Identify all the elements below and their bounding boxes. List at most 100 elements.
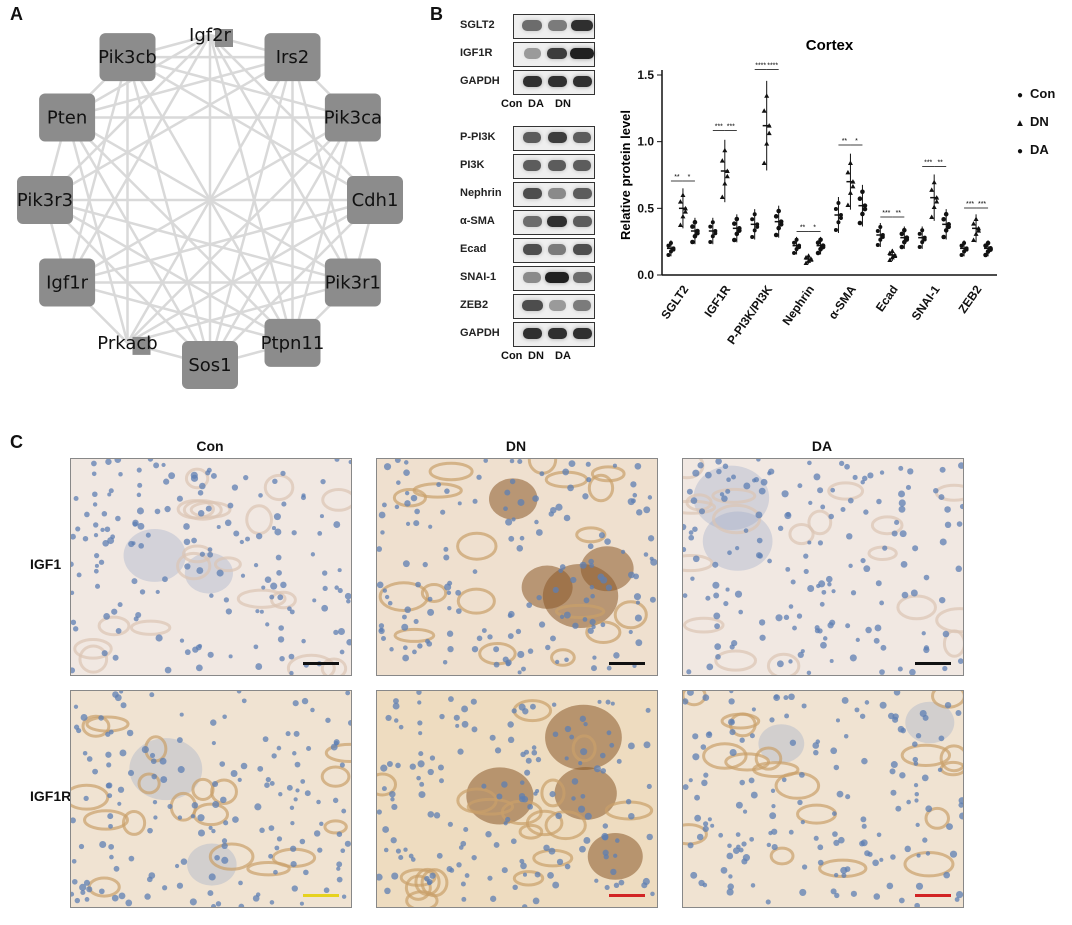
- node-label: Prkacb: [97, 333, 157, 354]
- network-edge: [208, 56, 294, 366]
- blot-label: ZEB2: [460, 299, 489, 311]
- data-point: [878, 237, 883, 242]
- blot-p-pi3k: P-PI3K: [455, 124, 595, 151]
- blot-bands: [513, 266, 595, 291]
- x-tick-label: SNAI-1: [909, 282, 943, 323]
- band: [548, 300, 566, 311]
- node-irs2: Irs2: [264, 33, 321, 82]
- ihc-image: [376, 690, 658, 908]
- data-point: [836, 201, 841, 205]
- band: [572, 76, 592, 87]
- node-label: Pik3r1: [325, 273, 381, 294]
- data-point: [850, 183, 856, 189]
- node-box: [39, 93, 96, 142]
- band: [545, 272, 569, 283]
- band: [572, 272, 592, 283]
- network-edge: [44, 198, 354, 284]
- data-point: [880, 235, 885, 239]
- data-point: [808, 257, 814, 262]
- node-box: [347, 176, 403, 224]
- x-tick-label: Nephrin: [780, 283, 817, 328]
- data-point: [857, 196, 863, 202]
- network-edge: [44, 198, 294, 344]
- significance-label: **: [896, 210, 902, 217]
- band: [522, 328, 542, 339]
- y-tick-label: 1.0: [637, 135, 654, 149]
- network-edge: [66, 198, 376, 284]
- blot-label: SNAI-1: [460, 271, 497, 283]
- ihc-row-igf1: IGF1: [30, 556, 62, 572]
- data-point: [750, 217, 755, 222]
- blot-bands: [513, 154, 595, 179]
- data-point: [666, 253, 671, 257]
- node-box: [182, 341, 238, 389]
- data-point: [677, 199, 683, 204]
- ihc-image: [682, 690, 964, 908]
- data-point: [862, 206, 868, 212]
- data-point: [680, 213, 686, 219]
- data-point: [959, 243, 964, 248]
- data-point: [737, 228, 742, 233]
- data-point: [708, 240, 713, 244]
- blot-bands: [513, 14, 595, 39]
- band: [572, 216, 592, 227]
- network-edges: [43, 33, 377, 367]
- node-box: [324, 258, 381, 307]
- node-pik3cb: Pik3cb: [98, 33, 157, 82]
- significance-label: **: [674, 174, 680, 181]
- data-point: [761, 108, 767, 113]
- data-point: [690, 239, 695, 245]
- band: [573, 300, 591, 311]
- chart-title: Cortex: [806, 37, 854, 54]
- data-point: [887, 250, 893, 255]
- data-point: [722, 147, 728, 153]
- band: [547, 328, 567, 339]
- data-point: [931, 179, 937, 185]
- band: [522, 216, 542, 227]
- blot-snai-1: SNAI-1: [455, 264, 595, 291]
- y-tick-label: 1.5: [637, 68, 654, 82]
- network-edge: [65, 56, 129, 283]
- band: [522, 76, 542, 87]
- legend-symbol: ●: [1016, 146, 1024, 157]
- data-point: [732, 221, 737, 226]
- data-point: [752, 212, 757, 217]
- panel-label-c: C: [10, 432, 23, 452]
- data-point: [847, 190, 853, 195]
- significance-label: ***: [882, 210, 890, 217]
- network-edge: [208, 34, 294, 344]
- significance-label: *: [855, 138, 858, 145]
- node-label: Igf2r: [189, 25, 232, 46]
- ihc-image: [682, 458, 964, 676]
- band: [548, 188, 566, 199]
- data-point: [766, 123, 772, 128]
- data-point: [917, 231, 922, 236]
- node-label: Pik3r3: [17, 190, 73, 211]
- node-ptpn11: Ptpn11: [261, 318, 324, 367]
- lane-label: DA: [555, 350, 571, 362]
- data-point: [860, 189, 865, 195]
- data-point: [671, 247, 676, 252]
- data-point: [988, 247, 993, 252]
- significance-label: ***: [715, 124, 723, 131]
- ihc-image: [70, 458, 352, 676]
- data-point: [752, 228, 757, 233]
- data-point: [850, 179, 856, 184]
- lane-label: DN: [528, 350, 544, 362]
- blot-bands: [513, 126, 595, 151]
- blot-bands: [513, 238, 595, 263]
- data-point: [845, 169, 851, 175]
- node-box-small: [215, 29, 233, 47]
- legend-label: DA: [1030, 142, 1049, 157]
- lane-label: DN: [555, 98, 571, 110]
- x-tick-label: SGLT2: [658, 282, 691, 321]
- blot-zeb2: ZEB2: [455, 292, 595, 319]
- data-point: [920, 240, 925, 245]
- legend-label: DN: [1030, 114, 1049, 129]
- data-point: [764, 141, 770, 146]
- data-point: [941, 234, 946, 240]
- ihc-column-da: DA: [811, 438, 833, 454]
- blot-label: GAPDH: [460, 327, 500, 339]
- blot-ecad: Ecad: [455, 236, 595, 263]
- panel-label-a: A: [10, 4, 23, 24]
